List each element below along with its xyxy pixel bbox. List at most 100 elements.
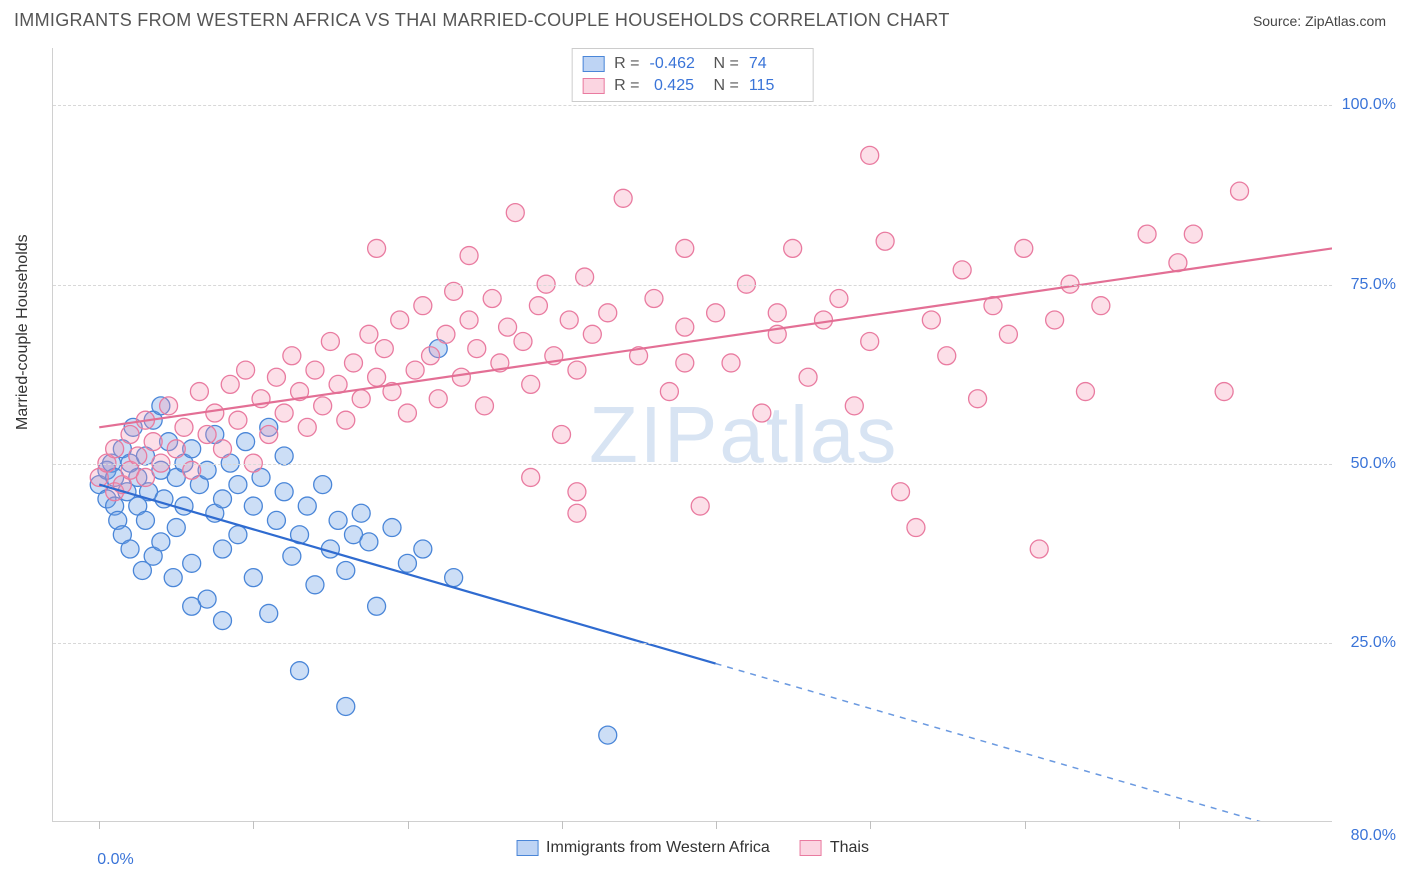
data-point <box>784 239 802 257</box>
data-point <box>360 325 378 343</box>
r-value-blue: -0.462 <box>650 53 704 75</box>
data-point <box>1030 540 1048 558</box>
data-point <box>190 383 208 401</box>
chart-area: R = -0.462 N = 74 R = 0.425 N = 115 ZIPa… <box>52 48 1332 822</box>
swatch-pink <box>800 840 822 856</box>
data-point <box>337 562 355 580</box>
data-point <box>221 375 239 393</box>
data-point <box>414 297 432 315</box>
data-point <box>753 404 771 422</box>
data-point <box>768 304 786 322</box>
data-point <box>707 304 725 322</box>
chart-title: IMMIGRANTS FROM WESTERN AFRICA VS THAI M… <box>14 10 950 31</box>
swatch-blue <box>582 56 604 72</box>
data-point <box>164 569 182 587</box>
source-label: Source: <box>1253 13 1305 29</box>
x-tick <box>1025 821 1026 829</box>
data-point <box>922 311 940 329</box>
data-point <box>298 418 316 436</box>
data-point <box>522 375 540 393</box>
data-point <box>483 290 501 308</box>
data-point <box>329 511 347 529</box>
data-point <box>660 383 678 401</box>
regression-extrapolation <box>716 664 1332 821</box>
data-point <box>522 468 540 486</box>
data-point <box>568 504 586 522</box>
y-tick-label: 25.0% <box>1340 634 1396 652</box>
data-point <box>267 511 285 529</box>
header: IMMIGRANTS FROM WESTERN AFRICA VS THAI M… <box>0 0 1406 37</box>
data-point <box>121 540 139 558</box>
r-value-pink: 0.425 <box>650 75 704 97</box>
data-point <box>352 390 370 408</box>
data-point <box>814 311 832 329</box>
data-point <box>999 325 1017 343</box>
data-point <box>175 418 193 436</box>
scatter-plot <box>53 48 1332 821</box>
n-value-blue: 74 <box>749 53 803 75</box>
data-point <box>314 397 332 415</box>
data-point <box>514 332 532 350</box>
data-point <box>260 604 278 622</box>
data-point <box>283 347 301 365</box>
data-point <box>568 483 586 501</box>
data-point <box>275 483 293 501</box>
x-tick <box>716 821 717 829</box>
n-label: N = <box>714 53 739 75</box>
data-point <box>160 397 178 415</box>
data-point <box>167 440 185 458</box>
data-point <box>306 576 324 594</box>
data-point <box>206 404 224 422</box>
data-point <box>267 368 285 386</box>
data-point <box>375 340 393 358</box>
data-point <box>214 490 232 508</box>
legend-row-blue: R = -0.462 N = 74 <box>582 53 803 75</box>
r-label: R = <box>614 53 639 75</box>
data-point <box>368 239 386 257</box>
data-point <box>460 311 478 329</box>
data-point <box>445 569 463 587</box>
data-point <box>907 519 925 537</box>
legend-item-pink: Thais <box>800 839 869 857</box>
data-point <box>360 533 378 551</box>
data-point <box>136 468 154 486</box>
data-point <box>244 569 262 587</box>
data-point <box>414 540 432 558</box>
data-point <box>129 447 147 465</box>
x-tick <box>408 821 409 829</box>
data-point <box>136 511 154 529</box>
data-point <box>422 347 440 365</box>
data-point <box>553 426 571 444</box>
data-point <box>568 361 586 379</box>
data-point <box>144 433 162 451</box>
source-credit: Source: ZipAtlas.com <box>1253 13 1386 29</box>
data-point <box>314 476 332 494</box>
n-label: N = <box>714 75 739 97</box>
y-tick-label: 50.0% <box>1340 455 1396 473</box>
data-point <box>599 726 617 744</box>
series-legend: Immigrants from Western Africa Thais <box>516 839 869 857</box>
data-point <box>799 368 817 386</box>
data-point <box>214 440 232 458</box>
swatch-pink <box>582 78 604 94</box>
swatch-blue <box>516 840 538 856</box>
data-point <box>722 354 740 372</box>
n-value-pink: 115 <box>749 75 803 97</box>
data-point <box>352 504 370 522</box>
data-point <box>953 261 971 279</box>
data-point <box>676 239 694 257</box>
data-point <box>892 483 910 501</box>
correlation-legend: R = -0.462 N = 74 R = 0.425 N = 115 <box>571 48 814 102</box>
data-point <box>244 497 262 515</box>
data-point <box>499 318 517 336</box>
gridline <box>53 643 1332 644</box>
data-point <box>406 361 424 379</box>
data-point <box>260 426 278 444</box>
legend-row-pink: R = 0.425 N = 115 <box>582 75 803 97</box>
source-value: ZipAtlas.com <box>1305 13 1386 29</box>
data-point <box>175 497 193 515</box>
data-point <box>368 597 386 615</box>
data-point <box>1215 383 1233 401</box>
x-tick <box>253 821 254 829</box>
data-point <box>845 397 863 415</box>
